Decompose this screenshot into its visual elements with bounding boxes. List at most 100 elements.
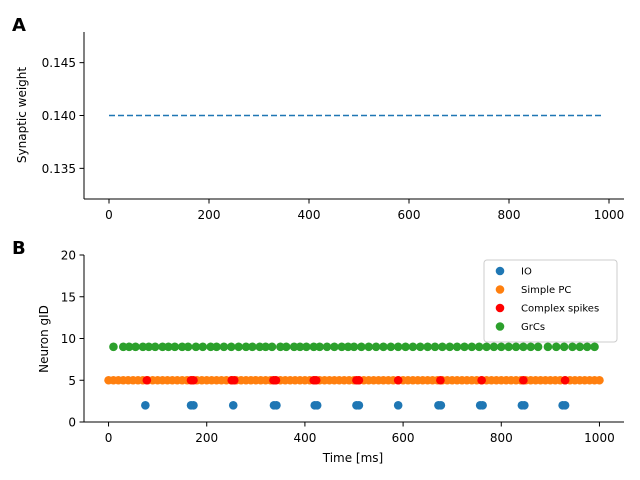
scatter-point <box>436 375 445 385</box>
scatter-point <box>212 342 221 352</box>
scatter-point <box>219 342 229 352</box>
scatter-point <box>142 375 152 385</box>
scatter-point <box>575 342 585 352</box>
panel-b-x-tick-label: 400 <box>293 431 316 445</box>
panel-a-y-axis-label: Synaptic weight <box>15 67 29 164</box>
series-io <box>141 401 570 410</box>
scatter-point <box>559 342 569 352</box>
scatter-point <box>401 342 410 352</box>
scatter-point <box>436 401 446 410</box>
scatter-point <box>582 342 592 352</box>
scatter-point <box>364 342 374 352</box>
scatter-point <box>337 342 347 352</box>
scatter-point <box>189 375 198 385</box>
scatter-point <box>590 342 599 352</box>
scatter-point <box>312 401 322 410</box>
scatter-point <box>158 342 167 352</box>
panel-b-y-axis-label: Neuron gID <box>37 305 51 373</box>
scatter-point <box>357 342 366 352</box>
panel-b-y-tick-label: 5 <box>68 374 76 388</box>
scatter-point <box>295 342 305 352</box>
scatter-point <box>379 342 388 352</box>
scatter-point <box>386 342 396 352</box>
scatter-point <box>452 342 462 352</box>
scatter-point <box>255 342 265 352</box>
scatter-point <box>261 342 270 352</box>
scatter-point <box>138 342 148 352</box>
scatter-point <box>144 342 154 352</box>
scatter-point <box>315 342 324 352</box>
scatter-point <box>191 342 201 352</box>
legend-box <box>483 259 618 343</box>
scatter-point <box>272 401 281 410</box>
scatter-point <box>281 342 291 352</box>
scatter-point <box>445 342 455 352</box>
panel-a-y-tick-label: 0.145 <box>42 56 76 70</box>
scatter-point <box>511 342 521 352</box>
panel-a-y-tick-label: 0.140 <box>42 109 76 123</box>
scatter-point <box>124 342 134 352</box>
legend-marker <box>495 266 505 276</box>
panel-a-x-ticks: 0 200 400 600 800 1000 <box>105 199 624 222</box>
panel-a-x-tick-label: 400 <box>298 208 321 222</box>
legend: IO Simple PC Complex spikes GrCs <box>483 259 618 343</box>
scatter-point <box>478 401 487 410</box>
scatter-point <box>560 375 570 385</box>
scatter-point <box>438 342 447 352</box>
scatter-point <box>177 342 187 352</box>
panel-a-x-tick-label: 1000 <box>594 208 625 222</box>
legend-items: IO Simple PC Complex spikes GrCs <box>495 266 599 333</box>
panel-b-y-tick-label: 15 <box>61 290 76 304</box>
panel-a-letter: A <box>12 15 26 36</box>
scatter-point <box>198 342 208 352</box>
scatter-point <box>229 375 239 385</box>
legend-label: Complex spikes <box>521 304 599 315</box>
panel-b-x-axis-label: Time [ms] <box>322 451 384 465</box>
scatter-point <box>309 342 319 352</box>
scatter-point <box>289 342 299 352</box>
scatter-point <box>109 342 118 352</box>
scatter-point <box>276 342 285 352</box>
scatter-point <box>183 342 193 352</box>
panel-b-x-tick-label: 200 <box>195 431 218 445</box>
legend-label: Simple PC <box>521 285 571 296</box>
panel-b-x-tick-label: 600 <box>392 431 415 445</box>
legend-label: IO <box>521 267 532 278</box>
scatter-point <box>322 342 332 352</box>
scatter-point <box>164 342 173 352</box>
panel-a-y-tick-label: 0.135 <box>42 162 76 176</box>
legend-marker <box>495 303 505 313</box>
panel-a: A 0 200 400 600 800 1000 0.135 0.140 0.145 Syna… <box>12 15 624 222</box>
scatter-point <box>496 342 506 352</box>
scatter-point <box>543 342 553 352</box>
scatter-point <box>228 401 238 410</box>
panel-a-x-tick-label: 800 <box>498 208 521 222</box>
scatter-point <box>371 342 381 352</box>
panel-b-x-tick-label: 0 <box>105 431 113 445</box>
panel-b-letter: B <box>12 238 26 259</box>
scatter-point <box>150 342 160 352</box>
scatter-point <box>302 342 311 352</box>
legend-marker <box>495 322 505 331</box>
scatter-point <box>393 375 403 385</box>
scatter-point <box>504 342 513 352</box>
scatter-point <box>311 375 321 385</box>
scatter-point <box>354 375 364 385</box>
scatter-point <box>189 401 198 410</box>
scatter-point <box>349 342 359 352</box>
panel-b-x-tick-label: 800 <box>490 431 513 445</box>
scatter-point <box>354 401 364 410</box>
scatter-point <box>330 342 339 352</box>
scatter-point <box>267 342 277 352</box>
scatter-point <box>460 342 469 352</box>
scatter-point <box>226 342 236 352</box>
scatter-point <box>526 342 536 352</box>
scatter-point <box>467 342 477 352</box>
panel-b-y-tick-label: 0 <box>68 416 76 430</box>
scatter-point <box>393 342 403 352</box>
scatter-point <box>520 401 529 410</box>
legend-marker <box>495 285 505 294</box>
scatter-point <box>533 342 543 352</box>
panel-b-y-tick-label: 20 <box>61 249 76 263</box>
